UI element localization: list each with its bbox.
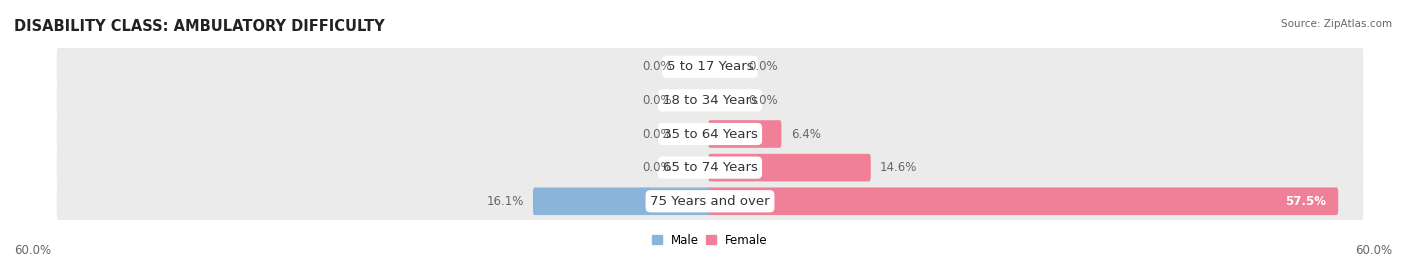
- FancyBboxPatch shape: [533, 188, 711, 215]
- FancyBboxPatch shape: [709, 188, 1339, 215]
- Text: 60.0%: 60.0%: [1355, 244, 1392, 257]
- FancyBboxPatch shape: [56, 113, 1364, 155]
- FancyBboxPatch shape: [56, 181, 1364, 222]
- Text: 0.0%: 0.0%: [748, 94, 778, 107]
- Text: 0.0%: 0.0%: [748, 60, 778, 73]
- FancyBboxPatch shape: [56, 147, 1364, 188]
- Text: 0.0%: 0.0%: [643, 94, 672, 107]
- Text: 0.0%: 0.0%: [643, 60, 672, 73]
- Text: 0.0%: 0.0%: [643, 128, 672, 140]
- FancyBboxPatch shape: [56, 46, 1364, 87]
- Text: 57.5%: 57.5%: [1285, 195, 1326, 208]
- Text: 5 to 17 Years: 5 to 17 Years: [666, 60, 754, 73]
- Text: 60.0%: 60.0%: [14, 244, 51, 257]
- Text: 16.1%: 16.1%: [486, 195, 523, 208]
- Text: 65 to 74 Years: 65 to 74 Years: [662, 161, 758, 174]
- Text: 75 Years and over: 75 Years and over: [650, 195, 770, 208]
- FancyBboxPatch shape: [56, 80, 1364, 121]
- Text: 14.6%: 14.6%: [880, 161, 917, 174]
- FancyBboxPatch shape: [709, 120, 782, 148]
- Legend: Male, Female: Male, Female: [648, 229, 772, 252]
- Text: Source: ZipAtlas.com: Source: ZipAtlas.com: [1281, 19, 1392, 29]
- Text: 6.4%: 6.4%: [790, 128, 821, 140]
- Text: 18 to 34 Years: 18 to 34 Years: [662, 94, 758, 107]
- FancyBboxPatch shape: [709, 154, 870, 181]
- Text: 0.0%: 0.0%: [643, 161, 672, 174]
- Text: 35 to 64 Years: 35 to 64 Years: [662, 128, 758, 140]
- Text: DISABILITY CLASS: AMBULATORY DIFFICULTY: DISABILITY CLASS: AMBULATORY DIFFICULTY: [14, 19, 385, 34]
